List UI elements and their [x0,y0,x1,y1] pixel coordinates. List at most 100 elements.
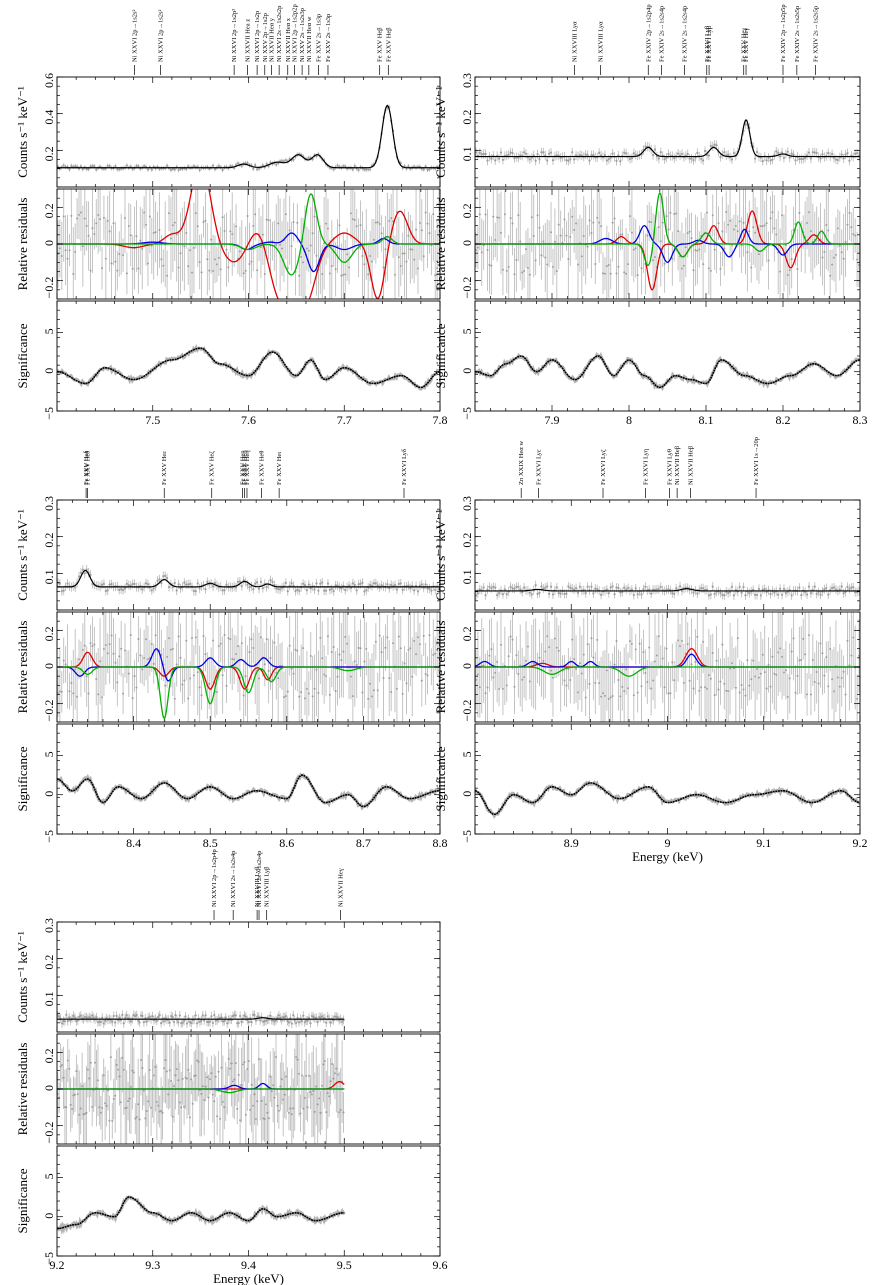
residual-point [488,263,491,266]
resid-axis-label: Relative residuals [15,621,30,714]
residual-point [652,259,655,262]
data-point [309,1022,312,1025]
residual-point [615,272,618,275]
data-point [609,156,612,159]
residual-point [603,272,606,275]
residual-point [68,1067,71,1070]
sig-axis-label: Significance [433,746,448,811]
residual-point [372,689,375,692]
residual-point [611,695,614,698]
line-id-label: Ni XXVII Heβ [688,445,695,485]
line-id-label: Fe XXV Heε [161,451,168,485]
data-point [372,582,376,585]
residual-point [135,235,138,238]
counts-plot-area [57,104,440,173]
residual-point [646,234,649,237]
resid-frame [56,188,441,300]
residual-point [829,647,832,650]
residual-point [825,224,828,227]
y-tick-label: 0.2 [42,533,56,548]
residual-point [133,675,136,678]
residual-point [432,213,435,216]
residual-point [72,692,75,695]
data-point [198,587,201,590]
residual-point [106,220,109,223]
data-point [744,594,747,597]
data-point [74,165,77,168]
residual-point [773,227,776,230]
data-point [137,165,140,168]
data-point [195,1022,199,1025]
residual-point [498,688,501,691]
data-point [355,589,358,592]
residual-point [576,263,579,266]
residual-point [528,273,531,276]
line-id-label: Ni XXVIII Lyβ [264,866,271,907]
residual-point [750,266,753,269]
green-residual-curve [57,666,440,720]
data-point [416,590,420,593]
residual-point [68,249,71,252]
resid-axis-label: Relative residuals [433,621,448,714]
data-point [131,582,134,586]
residual-point [838,685,841,688]
residual-point [430,244,433,247]
data-point [309,587,312,590]
residual-point [127,1100,130,1103]
line-id-label: Ni XXVI 2p→1s2p² [231,9,238,62]
residual-point [827,229,830,232]
residual-point [407,234,410,237]
residual-point [576,691,579,694]
residual-point [138,1118,141,1121]
data-point [236,580,240,583]
line-id-label: Fe XXIV 2p→1s2p5p [780,4,787,62]
data-point [104,589,107,593]
data-point [607,158,610,161]
x-tick-label: 8.9 [564,836,579,850]
data-point [340,587,343,590]
residual-point [555,646,558,649]
data-point [848,159,851,162]
residual-point [376,689,379,692]
residual-point [192,246,195,249]
residual-point [119,1101,122,1104]
residual-point [523,676,526,679]
data-point [305,589,309,592]
residual-point [154,231,157,234]
residual-point [715,659,718,662]
data-point [225,583,228,586]
data-point [336,584,339,587]
residual-point [189,249,192,252]
data-point [494,586,497,589]
data-point [326,1015,329,1018]
residual-point [340,659,343,662]
residual-point [806,693,809,696]
residual-point [403,252,406,255]
residual-point [515,258,518,261]
data-point [798,157,801,161]
residual-point [846,639,849,642]
residual-point [623,271,626,274]
data-point [522,151,526,154]
counts-plot-area [475,119,860,166]
data-point [653,148,657,151]
residual-point [831,263,834,266]
residual-point [192,674,195,677]
residual-point [705,687,708,690]
data-point [673,157,676,160]
data-point [598,151,601,154]
data-point [95,168,98,171]
residual-point [781,214,784,217]
residual-point [154,1065,157,1068]
residual-point [139,239,142,242]
residual-point [842,670,845,673]
data-point [274,1019,278,1022]
residual-point [353,218,356,221]
residual-point [756,667,759,670]
data-point [121,589,125,592]
line-id-label: Fe XXV Heη [239,450,246,485]
line-id-label: Fe XXV Heγ [743,28,750,62]
data-point [104,1019,107,1022]
residual-point [482,664,485,667]
data-point [156,579,159,582]
